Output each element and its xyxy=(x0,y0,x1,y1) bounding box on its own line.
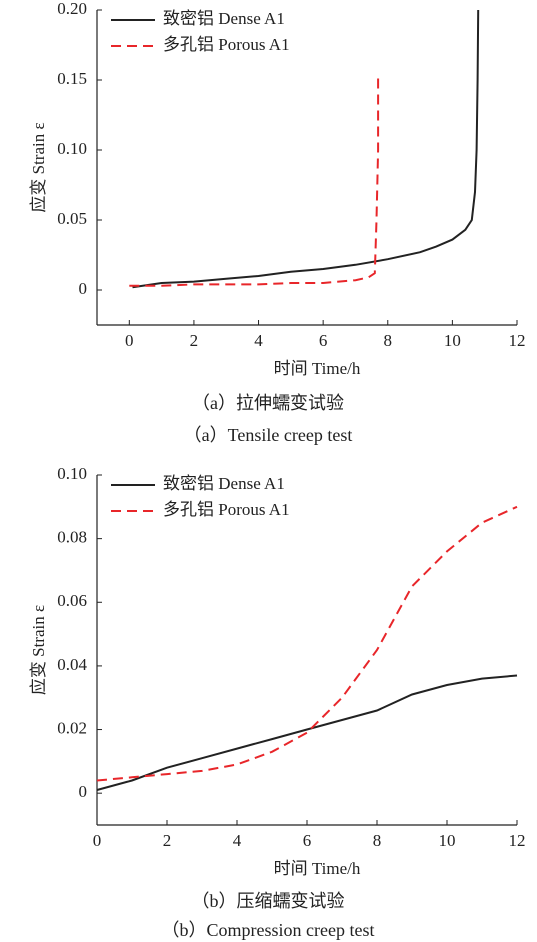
y-axis-title: 应变 Strain ε xyxy=(29,122,48,212)
x-tick-label: 4 xyxy=(233,831,242,850)
y-tick-label: 0.04 xyxy=(57,655,87,674)
data-line xyxy=(132,9,480,289)
x-tick-label: 0 xyxy=(93,831,102,850)
y-axis-title: 应变 Strain ε xyxy=(29,605,48,695)
y-tick-label: 0.06 xyxy=(57,591,87,610)
x-tick-label: 12 xyxy=(509,331,526,350)
x-tick-label: 2 xyxy=(190,331,199,350)
x-tick-label: 2 xyxy=(163,831,172,850)
legend-label: 多孔铝 Porous A1 xyxy=(163,35,290,54)
y-tick-label: 0.08 xyxy=(57,528,87,547)
x-axis-title: 时间 Time/h xyxy=(274,359,361,378)
x-tick-label: 6 xyxy=(319,331,328,350)
legend-label: 多孔铝 Porous A1 xyxy=(163,500,290,519)
y-tick-label: 0.10 xyxy=(57,464,87,483)
data-line xyxy=(96,505,518,782)
y-tick-label: 0.05 xyxy=(57,209,87,228)
caption: （b）Compression creep test xyxy=(162,920,375,940)
data-line xyxy=(129,73,380,287)
y-tick-label: 0.02 xyxy=(57,718,87,737)
legend-label: 致密铝 Dense A1 xyxy=(163,9,285,28)
y-tick-label: 0.10 xyxy=(57,139,87,158)
y-tick-label: 0 xyxy=(79,279,88,298)
x-tick-label: 10 xyxy=(444,331,461,350)
y-tick-label: 0.15 xyxy=(57,69,87,88)
caption: （a）Tensile creep test xyxy=(184,425,353,445)
data-line xyxy=(96,674,518,791)
y-tick-label: 0.20 xyxy=(57,0,87,18)
x-tick-label: 10 xyxy=(439,831,456,850)
y-tick-label: 0 xyxy=(79,782,88,801)
legend-label: 致密铝 Dense A1 xyxy=(163,474,285,493)
x-tick-label: 4 xyxy=(254,331,263,350)
caption: （b）压缩蠕变试验 xyxy=(192,891,345,911)
x-tick-label: 8 xyxy=(384,331,393,350)
x-axis-title: 时间 Time/h xyxy=(274,859,361,878)
x-tick-label: 0 xyxy=(125,331,134,350)
x-tick-label: 8 xyxy=(373,831,382,850)
x-tick-label: 6 xyxy=(303,831,312,850)
caption: （a）拉伸蠕变试验 xyxy=(192,393,344,413)
x-tick-label: 12 xyxy=(509,831,526,850)
